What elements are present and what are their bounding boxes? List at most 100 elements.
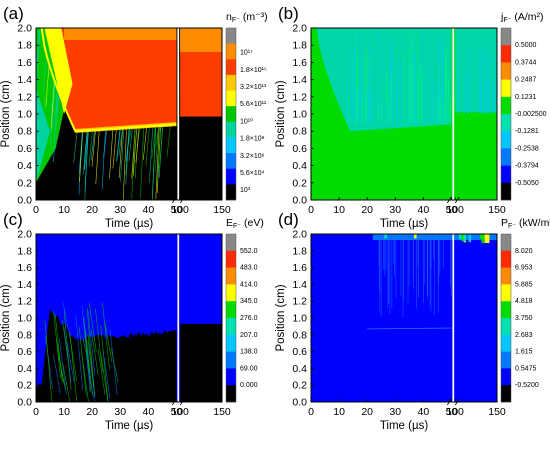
streak [87,364,95,402]
y-tick-label: 1.2 [17,296,32,308]
x-tick-label: 40 [143,406,155,418]
colorbar-swatch [501,62,511,80]
colorbar-frame [225,27,237,201]
y-tick-label: 1.4 [292,74,307,86]
x-tick-label: 50 [171,204,183,216]
streak [49,79,54,146]
colorbar-swatch [226,250,236,268]
quantity-unit: (A/m²) [514,11,543,23]
colorbar-label: 10³ [240,187,251,194]
colorbar-swatch [226,137,236,154]
x-tick-label: 50 [446,406,458,418]
colorbar-swatch [226,153,236,170]
y-tick-label: 0.6 [17,143,32,155]
colorbar-label: 1.8×10⁸ [240,136,265,143]
streak [109,329,118,396]
colorbar-label: 3.750 [515,315,533,322]
colorbar-swatch [501,28,511,46]
colorbar-label: 0.2487 [515,77,537,84]
quantity-symbol: P [501,217,508,229]
streak [44,320,53,402]
colorbar-swatch [226,318,236,336]
streak [120,129,125,182]
region-low-energy-right [180,323,222,402]
y-tick-label: 1.2 [292,91,307,103]
streak [159,127,164,169]
y-tick-label: 1.8 [17,245,32,257]
x-tick-label: 100 [171,406,189,418]
y-tick-label: 1.2 [17,91,32,103]
quantity-title: PF⁻(kW/m³) [501,217,550,230]
colorbar-label: 8.020 [515,248,533,255]
y-tick-label: 1.8 [292,245,307,257]
y-tick-label: 1.8 [292,40,307,52]
colorbar-swatch [226,106,236,123]
streak [100,354,109,402]
colorbar-swatch [501,250,511,268]
quantity-subscript: F⁻ [233,223,241,230]
colorbar-label: 4.818 [515,298,533,305]
hotspot [479,234,483,240]
y-tick-label: 0.0 [17,397,32,409]
colorbar-swatch [226,28,236,44]
colorbar-label: 138.0 [240,349,258,356]
region-orange-peak [72,35,177,40]
colorbar-swatch [501,131,511,149]
x-axis-label: Time (µs) [380,420,429,432]
colorbar-label: -0.5050 [515,180,539,187]
colorbar-swatch [226,74,236,91]
y-tick-label: 0.2 [17,177,32,189]
streak [50,82,55,129]
colorbar-label: 3.2×10¹³ [240,84,267,91]
region-red [41,28,177,129]
streak [109,130,114,179]
x-tick-label: 40 [418,204,430,216]
y-tick-label: 1.6 [17,57,32,69]
x-tick-label: 20 [86,406,98,418]
y-tick-label: 1.4 [17,74,32,86]
y-tick-label: 0.6 [292,143,307,155]
colorbar-swatch [501,165,511,184]
colorbar-swatch [501,182,511,201]
streak [82,315,91,392]
hotspot [468,234,472,243]
y-tick-label: 2.0 [17,229,32,241]
colorbar-swatch [501,301,511,319]
x-tick-label: 10 [333,406,345,418]
y-tick-label: 0.2 [17,380,32,392]
quantity-unit: (kW/m³) [519,217,550,229]
region-background [311,234,497,402]
y-tick-label: 1.0 [17,313,32,325]
streak [87,309,96,376]
axis-break-mark [171,398,185,406]
y-tick-label: 0.0 [292,397,307,409]
y-tick-label: 0.8 [292,329,307,341]
colorbar-swatch [226,234,236,252]
streak [132,128,137,176]
panel-c: 0.0 0.2 0.4 0.6 0.8 1.0 1.2 1.4 1.6 1.8 2.0 0 10 20 30… [0,210,264,432]
y-tick-label: 0.0 [17,195,32,207]
x-tick-label: 50 [446,204,458,216]
streak [45,65,50,108]
y-tick-label: 1.0 [292,313,307,325]
streak [151,127,156,200]
x-tick-label: 30 [114,204,126,216]
x-tick-label: 30 [389,406,401,418]
y-tick-label: 0.2 [292,177,307,189]
colorbar-swatch [226,368,236,386]
quantity-symbol: E [226,217,233,229]
streak [135,128,140,163]
y-tick-label: 1.6 [292,262,307,274]
colorbar-label: -0.5200 [515,382,539,389]
streak [95,308,103,372]
streak [62,301,71,338]
streak [51,83,56,132]
streak [90,330,99,375]
streak [97,348,106,395]
hotspot [414,234,417,239]
colorbar-swatch [501,318,511,336]
y-tick-label: 0.8 [292,126,307,138]
streak [149,127,154,184]
streak [95,131,100,185]
axis-break-mark [446,398,460,406]
